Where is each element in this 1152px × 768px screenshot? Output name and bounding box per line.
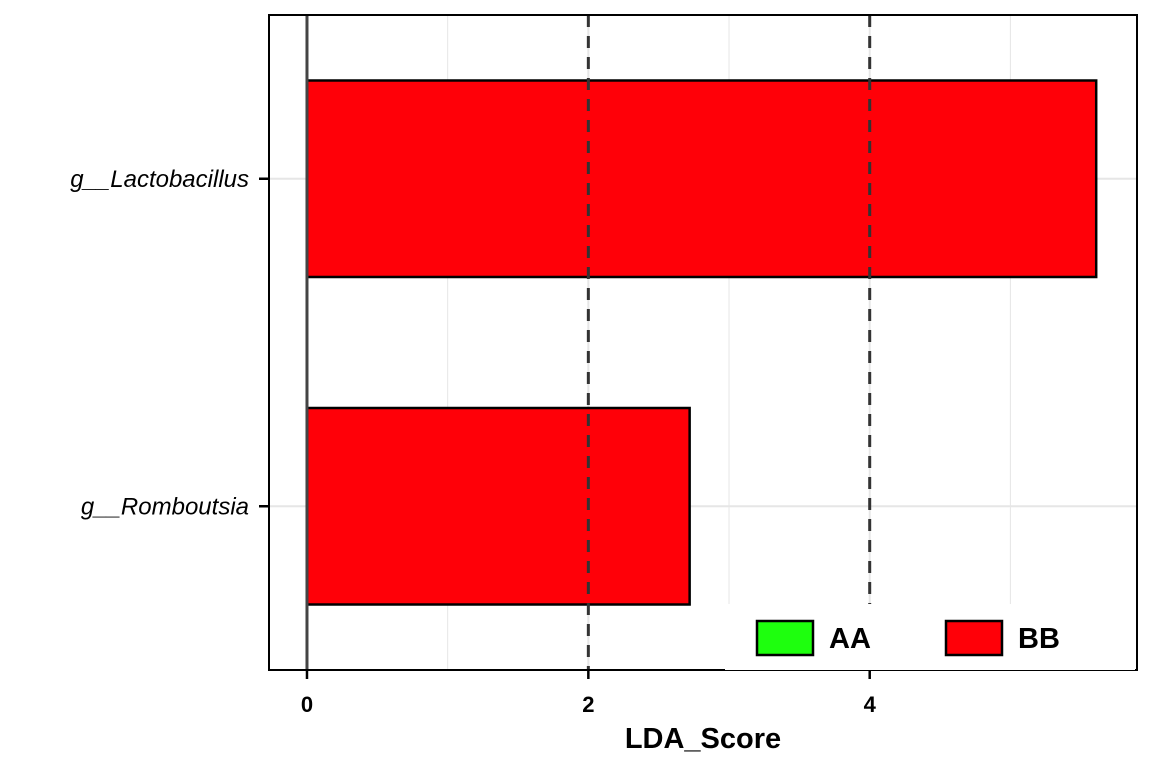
bars	[305, 79, 1098, 606]
plot-frame	[268, 14, 1138, 671]
legend-label-BB: BB	[1018, 623, 1060, 655]
x-axis-ticks: 0 2 4	[301, 670, 877, 717]
x-tick-label: 4	[864, 692, 877, 717]
legend-swatch-BB	[944, 619, 1004, 657]
reference-lines	[305, 15, 872, 670]
legend: AA BB	[725, 604, 1135, 670]
legend-label-AA: AA	[829, 623, 871, 655]
category-label: g__Lactobacillus	[70, 166, 249, 193]
bar-g__Romboutsia	[305, 406, 691, 606]
x-tick-label: 0	[301, 692, 313, 717]
x-tick-label: 2	[582, 692, 594, 717]
legend-swatch-AA	[755, 619, 815, 657]
x-axis-title: LDA_Score	[625, 723, 781, 755]
category-labels: g__Lactobacillus g__Romboutsia	[70, 166, 269, 520]
category-label: g__Romboutsia	[81, 493, 249, 520]
bar-g__Lactobacillus	[305, 79, 1098, 279]
